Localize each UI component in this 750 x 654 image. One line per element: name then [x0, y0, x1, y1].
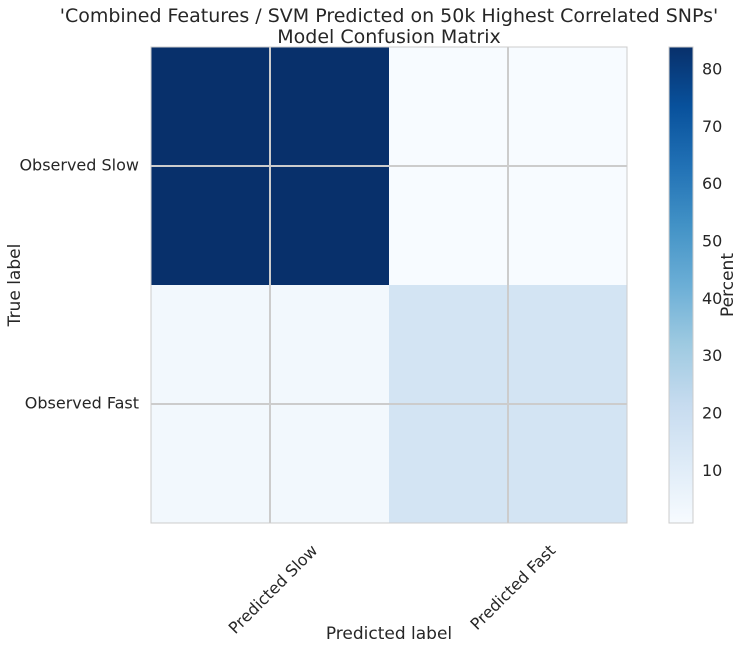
colorbar-label: Percent: [718, 253, 738, 317]
chart-title-line2: Model Confusion Matrix: [277, 26, 500, 48]
colorbar-tick-labels: 10 20 30 40 50 60 70 80: [702, 59, 722, 479]
colorbar-tick-label: 80: [702, 59, 722, 78]
colorbar-tick-label: 70: [702, 117, 722, 136]
heatmap-grid: [151, 47, 627, 523]
colorbar-tick-label: 50: [702, 231, 722, 250]
heatmap-cells: [151, 47, 627, 523]
y-axis-label: True label: [5, 244, 25, 328]
x-axis-label: Predicted label: [326, 624, 452, 644]
y-tick-labels: Observed Slow Observed Fast: [19, 156, 139, 413]
colorbar-tick-label: 40: [702, 289, 722, 308]
colorbar-tick-label: 10: [702, 461, 722, 480]
y-tick-label: Observed Fast: [25, 394, 139, 413]
colorbar-tick-label: 60: [702, 174, 722, 193]
colorbar-tick-label: 20: [702, 404, 722, 423]
x-tick-label: Predicted Slow: [225, 541, 322, 638]
x-tick-label: Predicted Fast: [466, 541, 559, 634]
chart-title-line1: 'Combined Features / SVM Predicted on 50…: [60, 5, 719, 27]
y-tick-label: Observed Slow: [19, 156, 139, 175]
colorbar-tick-label: 30: [702, 346, 722, 365]
colorbar: [668, 46, 694, 524]
plot-frame: [150, 46, 628, 524]
